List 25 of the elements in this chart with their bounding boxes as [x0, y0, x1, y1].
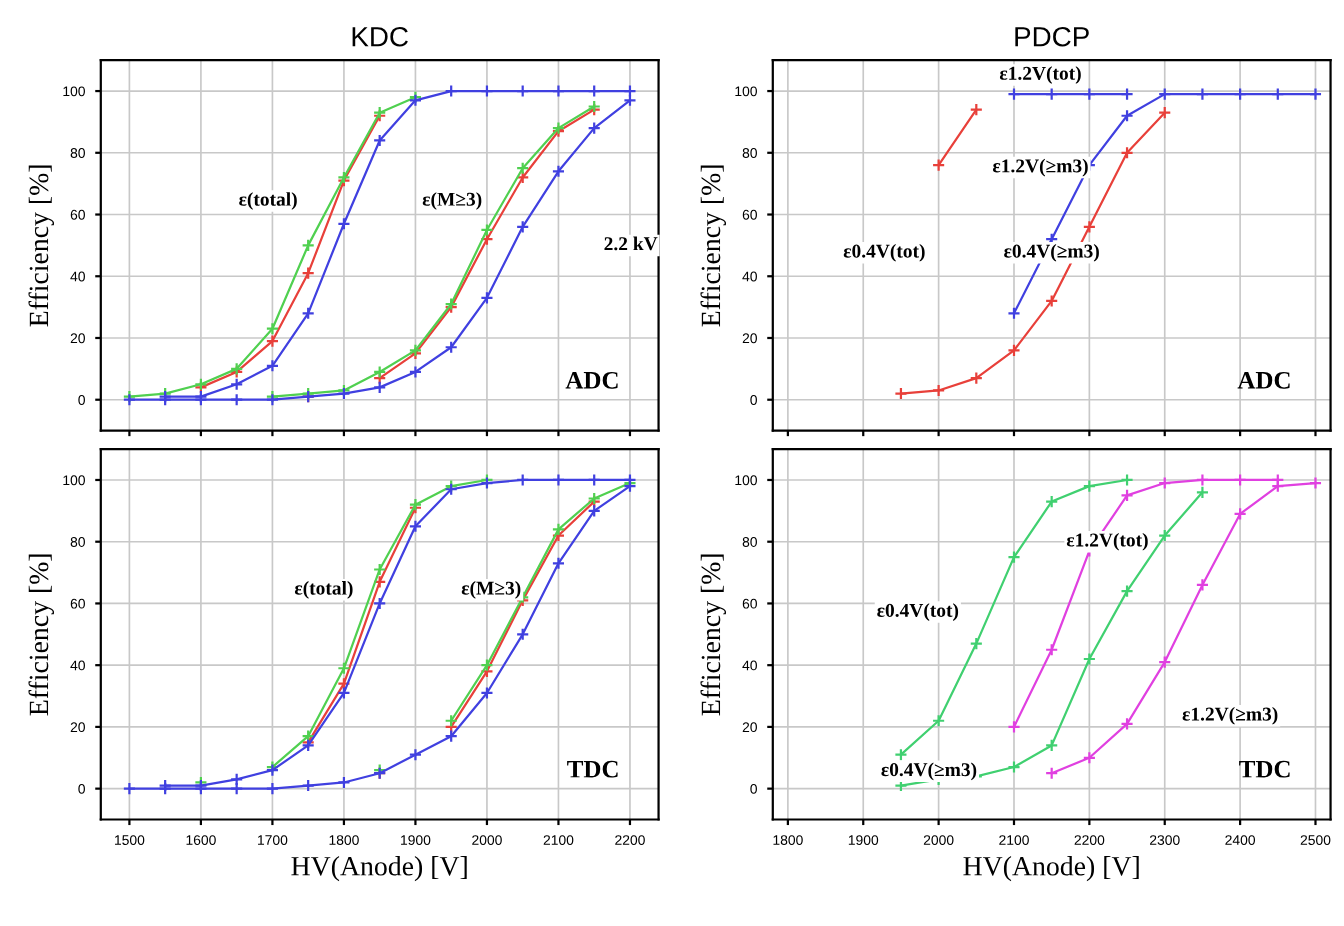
x-axis-title: HV(Anode) [V] — [291, 856, 467, 882]
annotation: ADC — [565, 371, 618, 389]
annotation: ε1.2V(≥m3) — [992, 158, 1088, 177]
chart-title: KDC — [352, 26, 408, 47]
annotation: ε1.2V(tot) — [1066, 532, 1148, 551]
annotation: TDC — [1239, 760, 1290, 778]
annotation: ε(total) — [294, 581, 353, 599]
annotation: TDC — [567, 760, 618, 778]
annotation: 2.2 kV — [604, 236, 658, 251]
annotation: ε(total) — [239, 192, 297, 210]
annotation: ε(M≥3) — [422, 192, 482, 210]
y-axis-title: Efficiency [%] — [28, 165, 55, 327]
annotation: ε1.2V(≥m3) — [1182, 706, 1278, 725]
annotation: ε(M≥3) — [461, 581, 521, 599]
annotation: ε0.4V(tot) — [843, 243, 925, 262]
annotation: ε0.4V(≥m3) — [1004, 243, 1099, 262]
annotation: ε1.2V(tot) — [999, 66, 1081, 84]
y-axis-title: Efficiency [%] — [700, 554, 727, 716]
annotation: ε0.4V(≥m3) — [881, 762, 977, 781]
y-axis-title: Efficiency [%] — [700, 165, 727, 327]
annotation: ε0.4V(tot) — [877, 603, 959, 621]
annotation: ADC — [1237, 371, 1290, 389]
chart-title: PDCP — [1015, 26, 1089, 47]
x-axis-title: HV(Anode) [V] — [963, 856, 1139, 882]
y-axis-title: Efficiency [%] — [28, 554, 55, 716]
